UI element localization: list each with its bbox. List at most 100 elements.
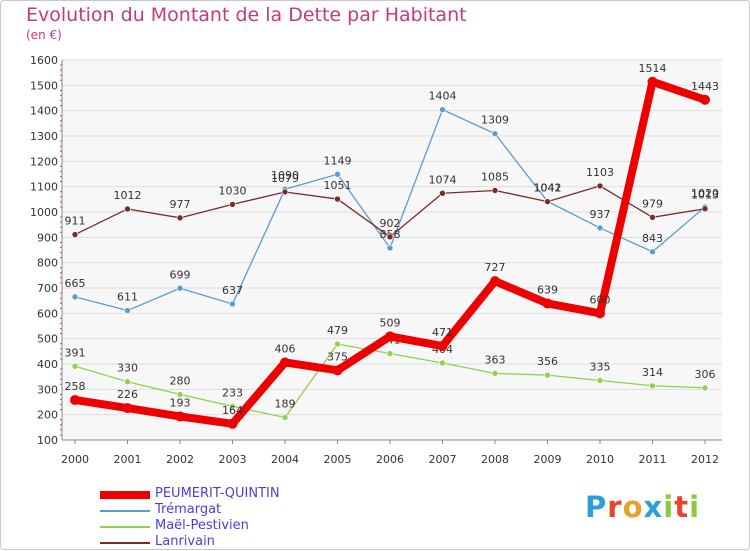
- data-label: 1443: [691, 80, 719, 93]
- x-tick-label: 2010: [586, 453, 614, 466]
- data-label: 375: [327, 350, 348, 363]
- y-tick-label: 1400: [30, 105, 58, 118]
- data-point: [437, 341, 448, 352]
- x-tick-label: 2002: [166, 453, 194, 466]
- data-point: [71, 362, 79, 370]
- data-point: [595, 308, 605, 319]
- data-label: 977: [170, 198, 191, 211]
- data-point: [71, 231, 79, 238]
- data-point: [439, 359, 446, 367]
- x-tick-label: 2005: [324, 453, 352, 466]
- data-point: [542, 298, 553, 309]
- data-label: 406: [275, 342, 296, 355]
- data-point: [491, 130, 499, 138]
- data-point: [334, 170, 341, 178]
- data-label: 193: [170, 396, 191, 409]
- legend-label: PEUMERIT-QUINTIN: [155, 486, 280, 501]
- data-label: 330: [117, 362, 138, 375]
- logo-letter: o: [622, 490, 644, 524]
- data-point: [386, 244, 394, 252]
- logo-letter: P: [585, 490, 608, 524]
- data-label: 1013: [691, 189, 719, 202]
- data-label: 306: [695, 368, 716, 381]
- proxiti-logo: Proxiti: [585, 490, 700, 524]
- data-label: 1042: [534, 181, 562, 194]
- data-label: 1041: [534, 182, 562, 195]
- data-label: 189: [275, 397, 296, 410]
- legend-swatch: [100, 510, 150, 512]
- legend-label: Maël-Pestivien: [155, 518, 249, 533]
- data-label: 356: [537, 355, 558, 368]
- data-point: [544, 198, 551, 205]
- data-label: 1074: [429, 173, 457, 186]
- data-point: [596, 224, 604, 232]
- data-point: [701, 384, 709, 392]
- x-tick-label: 2004: [271, 453, 299, 466]
- data-label: 911: [65, 215, 86, 228]
- x-tick-label: 2006: [376, 453, 404, 466]
- data-label: 479: [327, 324, 348, 337]
- y-tick-label: 800: [37, 257, 58, 270]
- data-label: 1085: [481, 170, 509, 183]
- data-label: 1030: [219, 184, 247, 197]
- data-label: 699: [170, 268, 191, 281]
- data-label: 280: [170, 374, 191, 387]
- data-point: [491, 370, 499, 377]
- logo-letter: t: [674, 490, 690, 524]
- data-label: 164: [222, 404, 243, 417]
- y-tick-label: 1300: [30, 130, 58, 143]
- x-tick-label: 2000: [61, 453, 89, 466]
- y-tick-label: 600: [37, 307, 58, 320]
- x-tick-label: 2003: [219, 453, 247, 466]
- logo-letter: i: [689, 490, 701, 524]
- y-tick-label: 1000: [30, 206, 58, 219]
- y-tick-label: 500: [37, 333, 58, 346]
- data-point: [439, 189, 446, 197]
- data-label: 843: [642, 232, 663, 245]
- x-tick-label: 2001: [114, 453, 142, 466]
- data-point: [176, 391, 184, 398]
- y-tick-label: 900: [37, 231, 58, 244]
- y-tick-label: 1200: [30, 155, 58, 168]
- data-label: 1309: [481, 114, 509, 127]
- data-point: [647, 76, 658, 87]
- data-point: [649, 382, 656, 390]
- legend-swatch: [100, 491, 150, 499]
- data-label: 471: [432, 326, 453, 339]
- data-label: 727: [485, 261, 506, 274]
- data-point: [649, 214, 656, 221]
- data-label: 1012: [114, 189, 142, 202]
- data-point: [124, 205, 131, 213]
- data-label: 314: [642, 366, 663, 379]
- legend-label: Lanrivain: [155, 534, 215, 549]
- data-point: [124, 307, 131, 314]
- data-point: [175, 411, 185, 422]
- data-point: [280, 357, 290, 368]
- data-point: [649, 248, 656, 256]
- x-tick-label: 2007: [429, 453, 457, 466]
- y-tick-label: 200: [37, 409, 58, 422]
- chart-subtitle: (en €): [26, 28, 62, 42]
- data-point: [332, 365, 343, 376]
- logo-letter: r: [607, 490, 623, 524]
- data-point: [386, 233, 394, 241]
- data-label: 979: [642, 197, 663, 210]
- data-label: 600: [590, 293, 611, 306]
- data-point: [176, 284, 184, 292]
- data-point: [176, 214, 184, 222]
- data-label: 1103: [586, 166, 614, 179]
- data-label: 637: [222, 284, 243, 297]
- x-tick-label: 2009: [534, 453, 562, 466]
- data-point: [700, 94, 710, 105]
- data-point: [281, 414, 289, 421]
- data-point: [122, 403, 133, 414]
- data-label: 1149: [324, 154, 352, 167]
- data-point: [229, 300, 236, 308]
- logo-letter: x: [643, 490, 664, 524]
- data-label: 902: [380, 217, 401, 230]
- data-point: [490, 276, 500, 287]
- legend-label: Trémargat: [155, 502, 222, 517]
- y-tick-label: 700: [37, 282, 58, 295]
- y-tick-label: 300: [37, 383, 58, 396]
- data-label: 363: [485, 353, 506, 366]
